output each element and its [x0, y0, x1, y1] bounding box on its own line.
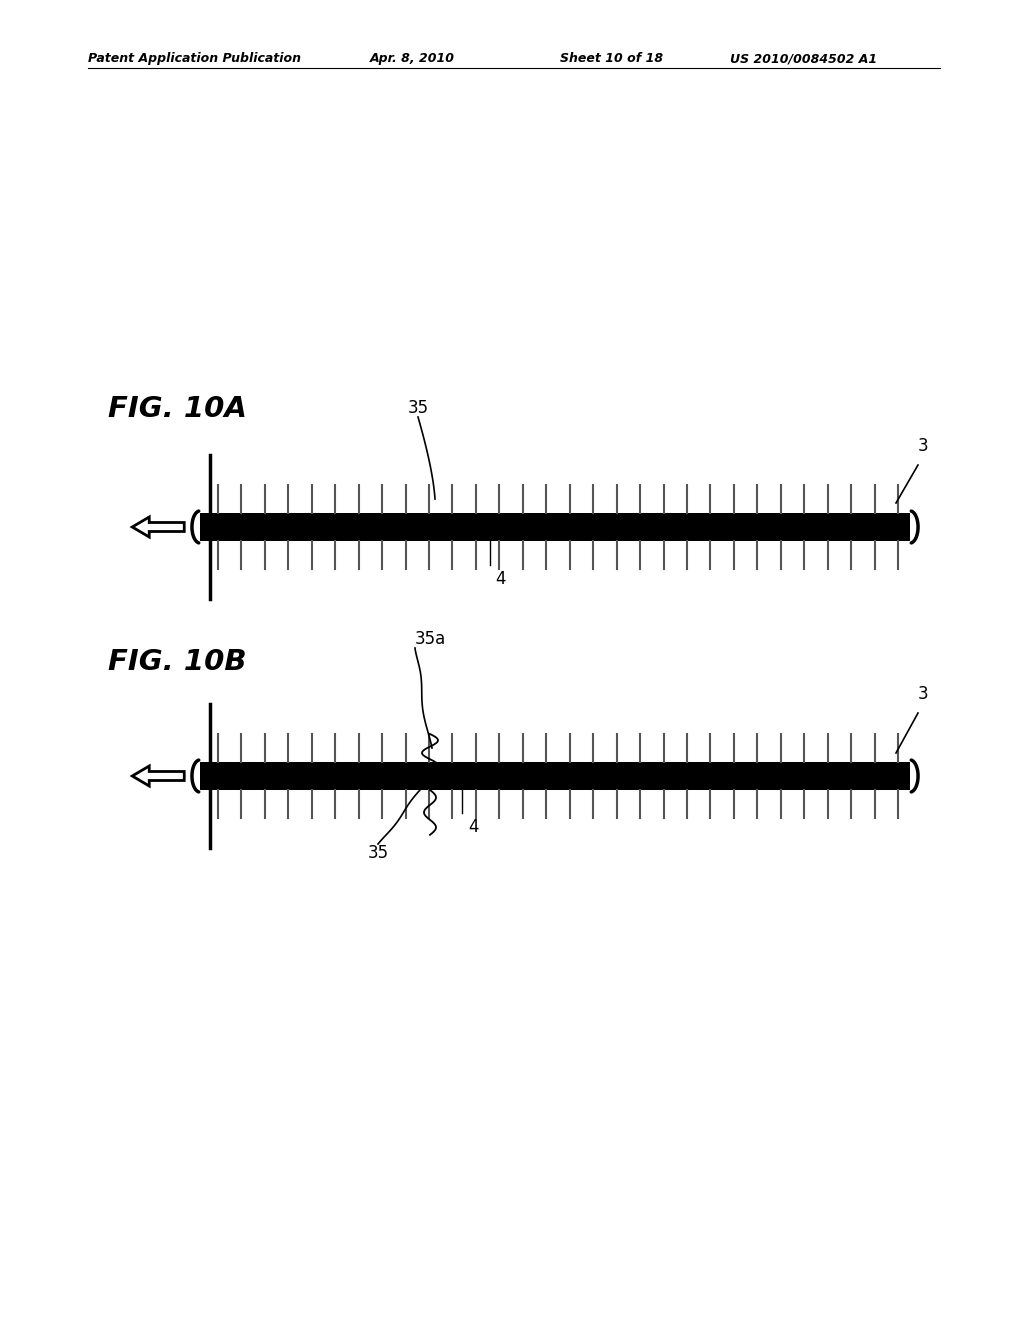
Text: 3: 3	[918, 437, 929, 455]
Text: 35: 35	[408, 399, 429, 417]
Text: Apr. 8, 2010: Apr. 8, 2010	[370, 51, 455, 65]
Text: US 2010/0084502 A1: US 2010/0084502 A1	[730, 51, 878, 65]
Text: Patent Application Publication: Patent Application Publication	[88, 51, 301, 65]
Text: Sheet 10 of 18: Sheet 10 of 18	[560, 51, 664, 65]
Polygon shape	[132, 517, 184, 537]
Text: 4: 4	[468, 818, 478, 836]
Text: 35a: 35a	[415, 630, 446, 648]
Polygon shape	[132, 766, 184, 785]
Text: FIG. 10B: FIG. 10B	[108, 648, 247, 676]
Text: 4: 4	[495, 570, 506, 587]
Text: FIG. 10A: FIG. 10A	[108, 395, 247, 422]
Text: 35: 35	[368, 843, 388, 862]
Bar	[200, 513, 910, 541]
Bar	[200, 762, 910, 789]
Text: 3: 3	[918, 685, 929, 704]
